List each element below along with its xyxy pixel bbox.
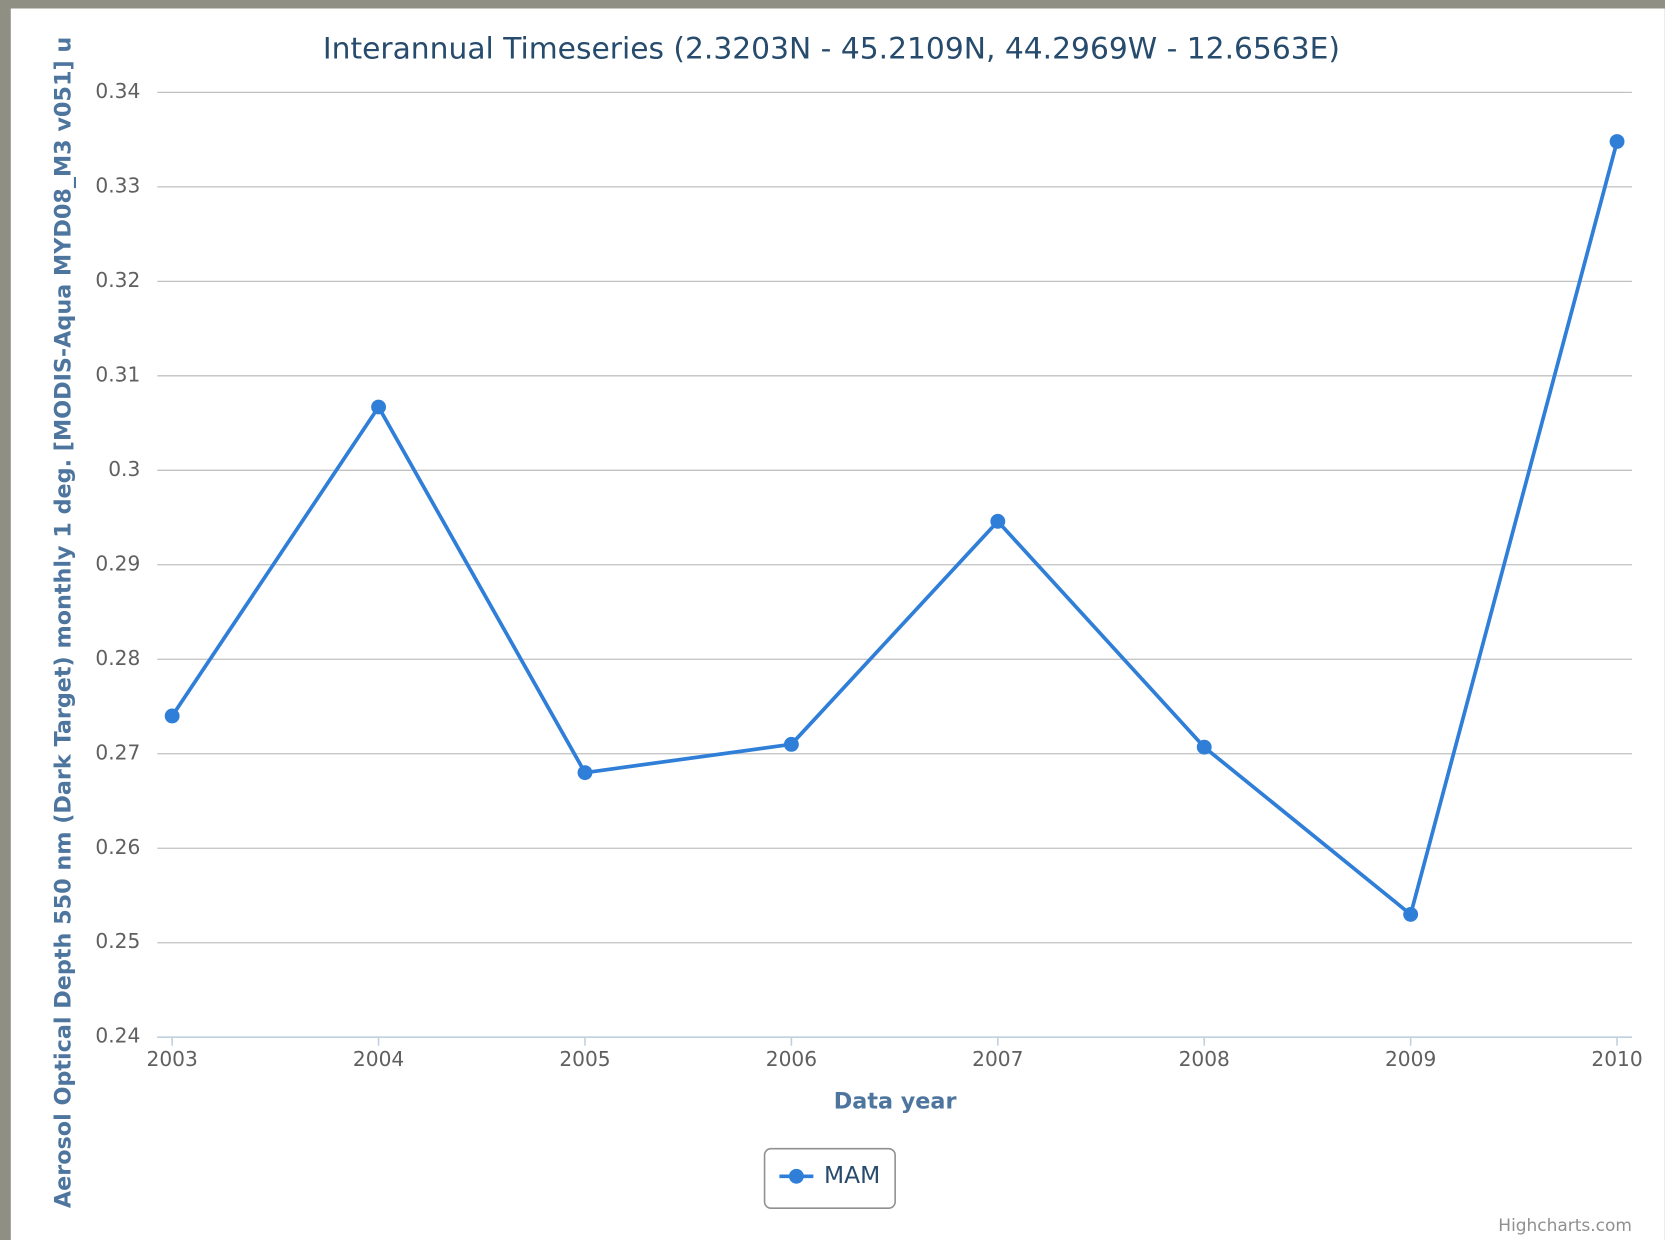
x-axis-title: Data year [834, 1088, 957, 1114]
x-tick-label: 2004 [353, 1047, 404, 1071]
point [990, 513, 1006, 529]
point [1609, 134, 1625, 149]
x-tick-label: 2010 [1591, 1047, 1642, 1071]
x-tick-label: 2003 [147, 1047, 198, 1071]
point [164, 708, 180, 724]
credits: Highcharts.com [1498, 1216, 1632, 1236]
x-tick-label: 2006 [766, 1047, 817, 1071]
chart-panel [10, 8, 1665, 1240]
y-tick-label: 0.33 [95, 173, 140, 197]
x-tick-label: 2009 [1385, 1047, 1436, 1071]
point [1196, 739, 1212, 755]
plot: Interannual Timeseries (2.3203N - 45.210… [50, 31, 1642, 1236]
point [577, 765, 593, 781]
point [783, 736, 799, 752]
y-axis-title: Aerosol Optical Depth 550 nm (Dark Targe… [50, 37, 76, 1208]
legend-box [763, 1147, 896, 1209]
point [371, 399, 387, 415]
y-tick-label: 0.32 [95, 268, 140, 292]
point [1403, 906, 1419, 922]
y-tick-label: 0.29 [95, 551, 140, 575]
y-tick-label: 0.26 [95, 835, 140, 859]
line [170, 141, 1619, 917]
y-tick-label: 0.24 [95, 1024, 140, 1048]
y-tick-label: 0.28 [95, 646, 140, 670]
y-tick-label: 0.27 [95, 740, 140, 764]
x-tick-label: 2008 [1179, 1047, 1230, 1071]
legend-label: MAM [824, 1161, 880, 1189]
y-tick-label: 0.3 [108, 457, 140, 481]
x-tick-label: 2005 [559, 1047, 610, 1071]
chart-title: Interannual Timeseries (2.3203N - 45.210… [323, 31, 1340, 66]
y-tick-label: 0.31 [95, 362, 140, 386]
legend-symbol [788, 1168, 804, 1184]
y-tick-label: 0.25 [95, 929, 140, 953]
y-tick-label: 0.34 [95, 79, 140, 103]
x-tick-label: 2007 [972, 1047, 1023, 1071]
